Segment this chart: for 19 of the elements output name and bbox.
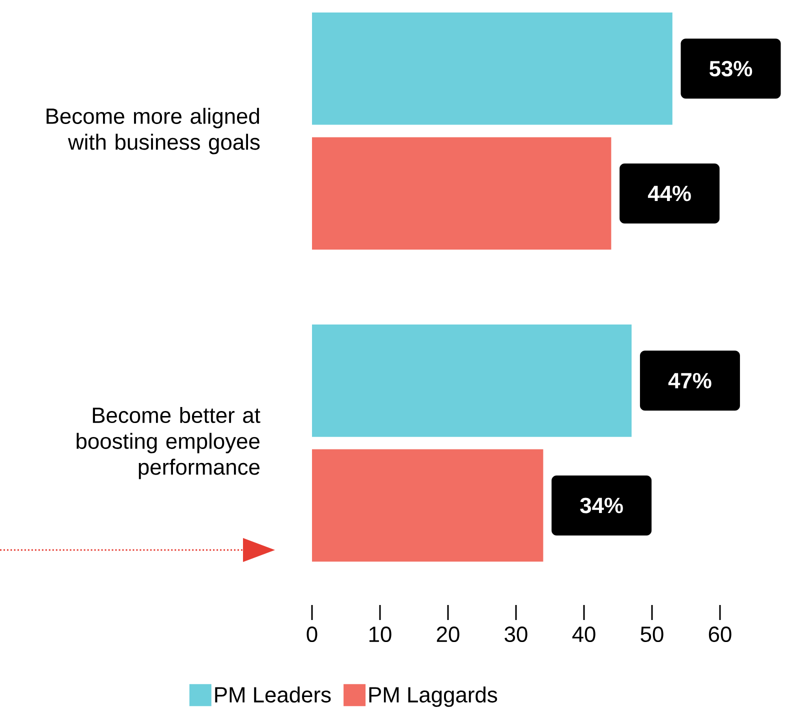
x-tick-label: 40: [572, 626, 596, 642]
x-tick-label: 0: [306, 626, 318, 642]
data-label: 34%: [580, 498, 623, 514]
x-tick-label: 20: [436, 626, 460, 642]
legend-label: PM Laggards: [369, 686, 498, 707]
bar: [312, 12, 672, 125]
bar: [312, 324, 632, 437]
x-tick-label: 30: [504, 626, 528, 642]
data-label: 47%: [668, 372, 712, 388]
bar: [312, 137, 612, 250]
x-tick-label: 50: [640, 626, 664, 642]
data-label: 53%: [710, 60, 752, 76]
x-tick-label: 10: [369, 626, 392, 642]
legend-label: PM Leaders: [215, 686, 331, 703]
y-tick-label: Become better at boosting employee performance: [76, 406, 260, 480]
x-tick-label: 60: [708, 626, 732, 642]
data-label: 44%: [648, 186, 691, 202]
y-tick-label: Become more aligned with business goals: [46, 108, 260, 154]
bar: [312, 449, 544, 562]
